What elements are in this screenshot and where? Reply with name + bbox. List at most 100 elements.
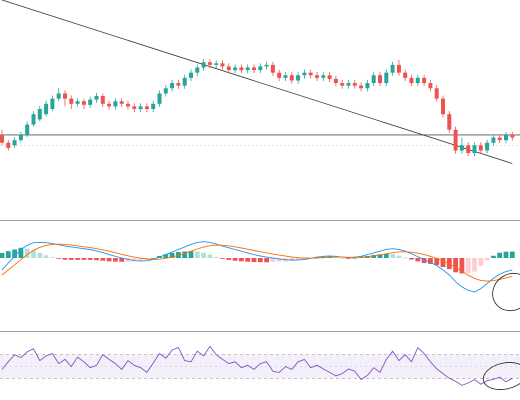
- candle: [504, 131, 508, 144]
- candle: [132, 103, 137, 113]
- macd-histogram-bar: [150, 258, 156, 259]
- macd-histogram-bar: [232, 258, 238, 261]
- candle: [31, 111, 36, 127]
- candle: [157, 90, 162, 107]
- candle: [207, 59, 212, 68]
- macd-histogram-bar: [245, 258, 251, 262]
- candle: [428, 79, 433, 92]
- candle: [359, 82, 364, 92]
- candle: [182, 74, 187, 89]
- candle: [371, 72, 376, 87]
- macd-histogram-bar: [12, 249, 17, 258]
- candle: [346, 79, 351, 89]
- macd-histogram-bar: [415, 258, 421, 262]
- candle: [478, 142, 483, 154]
- macd-histogram-bar: [56, 258, 62, 259]
- macd-histogram-bar: [5, 251, 11, 258]
- macd-histogram-bar: [24, 248, 30, 258]
- candle: [6, 140, 11, 151]
- candle: [277, 69, 282, 81]
- candle: [510, 131, 515, 141]
- candle: [441, 95, 445, 118]
- candle: [233, 64, 238, 74]
- macd-histogram-bar: [377, 254, 383, 258]
- candle: [434, 85, 439, 102]
- macd-histogram-bar: [119, 258, 125, 262]
- macd-histogram-bar: [213, 256, 219, 258]
- candle: [403, 69, 408, 81]
- macd-pane: [0, 241, 520, 312]
- candle: [252, 64, 256, 74]
- candle: [0, 129, 4, 146]
- candle: [308, 69, 313, 79]
- candle: [126, 100, 130, 110]
- candle: [258, 63, 263, 74]
- candle: [226, 63, 231, 74]
- candle: [88, 96, 93, 108]
- macd-histogram-bar: [465, 258, 471, 274]
- rsi-annotation-ellipse: [482, 362, 520, 390]
- candle: [270, 61, 275, 76]
- signal-line: [1, 243, 513, 282]
- macd-histogram-bar: [207, 254, 213, 258]
- candle: [25, 121, 30, 138]
- candle: [100, 93, 105, 107]
- macd-histogram-bar: [94, 258, 99, 261]
- candle: [447, 111, 452, 133]
- macd-histogram-bar: [409, 258, 414, 260]
- macd-histogram-bar: [371, 254, 377, 258]
- macd-histogram-bar: [226, 258, 232, 260]
- rsi-pane: [0, 345, 520, 390]
- macd-histogram-bar: [106, 258, 112, 262]
- macd-histogram-bar: [352, 257, 358, 259]
- candle: [333, 75, 338, 87]
- candle: [485, 139, 490, 154]
- macd-histogram-bar: [453, 258, 458, 273]
- candle: [113, 98, 118, 110]
- candle: [384, 69, 389, 87]
- candle: [144, 103, 149, 113]
- macd-histogram-bar: [194, 251, 200, 258]
- macd-histogram-bar: [87, 258, 93, 260]
- macd-histogram-bar: [402, 257, 408, 259]
- macd-histogram-bar: [169, 252, 175, 258]
- macd-histogram-bar: [396, 255, 402, 258]
- candle: [378, 72, 382, 87]
- macd-histogram-bar: [428, 258, 433, 264]
- macd-histogram-bar: [18, 247, 24, 258]
- macd-histogram-bar: [491, 255, 496, 258]
- candle: [396, 59, 401, 76]
- macd-histogram-bar: [459, 258, 465, 274]
- candle: [81, 98, 86, 109]
- macd-histogram-bar: [346, 258, 351, 259]
- candle: [176, 79, 181, 89]
- macd-histogram-bar: [113, 258, 118, 262]
- macd-histogram-bar: [339, 258, 345, 259]
- macd-histogram-bar: [182, 251, 188, 258]
- macd-annotation-ellipse: [492, 272, 520, 312]
- macd-histogram-bar: [251, 258, 257, 263]
- candle: [50, 95, 55, 112]
- candle: [264, 61, 269, 70]
- macd-histogram-bar: [333, 257, 339, 258]
- candle: [239, 64, 244, 74]
- candle: [44, 100, 49, 117]
- candle: [497, 134, 502, 144]
- candle: [459, 137, 464, 154]
- macd-histogram-bar: [383, 253, 389, 258]
- macd-histogram-bar: [484, 258, 490, 261]
- candle: [327, 72, 332, 83]
- macd-histogram-bar: [497, 252, 503, 258]
- macd-histogram-bar: [31, 250, 36, 258]
- macd-histogram-bar: [138, 258, 143, 261]
- candle: [107, 100, 112, 110]
- candle: [151, 100, 156, 113]
- candle: [283, 72, 288, 81]
- macd-histogram-bar: [264, 258, 269, 263]
- candle: [352, 79, 357, 89]
- price-pane: [0, 0, 520, 164]
- macd-histogram-bar: [163, 254, 169, 258]
- candle: [466, 142, 471, 157]
